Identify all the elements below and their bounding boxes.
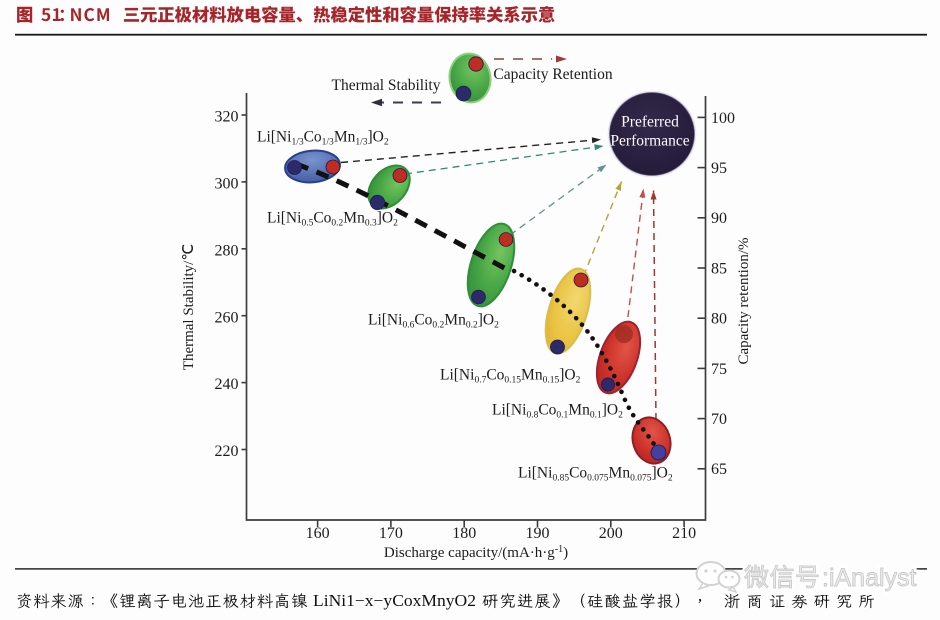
svg-text:Li[Ni0.8​Co0.1​Mn0.1​]O2​: Li[Ni0.8​Co0.1​Mn0.1​]O2​ bbox=[492, 402, 623, 421]
svg-text:LiNi1−x−yCoxMnyO2: LiNi1−x−yCoxMnyO2 bbox=[313, 591, 476, 610]
svg-text:Li[Ni0.7​Co0.15​Mn0.15​]O2​: Li[Ni0.7​Co0.15​Mn0.15​]O2​ bbox=[440, 367, 581, 386]
svg-text:Thermal Stability: Thermal Stability bbox=[332, 77, 441, 94]
svg-text:65: 65 bbox=[711, 461, 727, 478]
svg-text:75: 75 bbox=[711, 361, 727, 378]
svg-text:200: 200 bbox=[599, 525, 623, 542]
svg-text:180: 180 bbox=[452, 525, 476, 542]
svg-text:Discharge capacity/(mA·h·g-1): Discharge capacity/(mA·h·g-1) bbox=[384, 544, 568, 561]
svg-text:300: 300 bbox=[215, 176, 239, 193]
svg-text:220: 220 bbox=[215, 443, 239, 460]
svg-text:85: 85 bbox=[711, 260, 727, 277]
svg-text:Preferred: Preferred bbox=[621, 114, 679, 131]
svg-text:320: 320 bbox=[215, 109, 239, 126]
svg-text:280: 280 bbox=[215, 242, 239, 259]
svg-text:190: 190 bbox=[526, 525, 550, 542]
svg-text:80: 80 bbox=[711, 311, 727, 328]
svg-text:95: 95 bbox=[711, 160, 727, 177]
svg-text:Capacity Retention: Capacity Retention bbox=[493, 66, 612, 83]
svg-text:90: 90 bbox=[711, 210, 727, 227]
svg-text:Li[Ni0.6​Co0.2​Mn0.2​]O2​: Li[Ni0.6​Co0.2​Mn0.2​]O2​ bbox=[368, 312, 499, 331]
svg-text:210: 210 bbox=[672, 525, 696, 542]
svg-text:70: 70 bbox=[711, 411, 727, 428]
svg-text:Capacity retention/%: Capacity retention/% bbox=[736, 237, 752, 364]
svg-text:Li[Ni0.5​Co0.2​Mn0.3​]O2​: Li[Ni0.5​Co0.2​Mn0.3​]O2​ bbox=[267, 210, 398, 229]
svg-text:Li[Ni0.85​Co0.075​Mn0.075​]O2​: Li[Ni0.85​Co0.075​Mn0.075​]O2​ bbox=[518, 465, 673, 484]
svg-text::iAnalyst: :iAnalyst bbox=[822, 564, 917, 592]
svg-text:Performance: Performance bbox=[610, 133, 689, 150]
svg-text:100: 100 bbox=[711, 110, 735, 127]
svg-text:Li[Ni1/3​Co1/3​Mn1/3​]O2​: Li[Ni1/3​Co1/3​Mn1/3​]O2​ bbox=[257, 129, 389, 148]
svg-text:240: 240 bbox=[215, 376, 239, 393]
svg-text:260: 260 bbox=[215, 309, 239, 326]
svg-text:Thermal Stability/℃: Thermal Stability/℃ bbox=[181, 244, 197, 370]
svg-text:170: 170 bbox=[379, 525, 403, 542]
svg-text::iAnalyst: :iAnalyst bbox=[822, 564, 917, 592]
svg-text:160: 160 bbox=[306, 525, 330, 542]
